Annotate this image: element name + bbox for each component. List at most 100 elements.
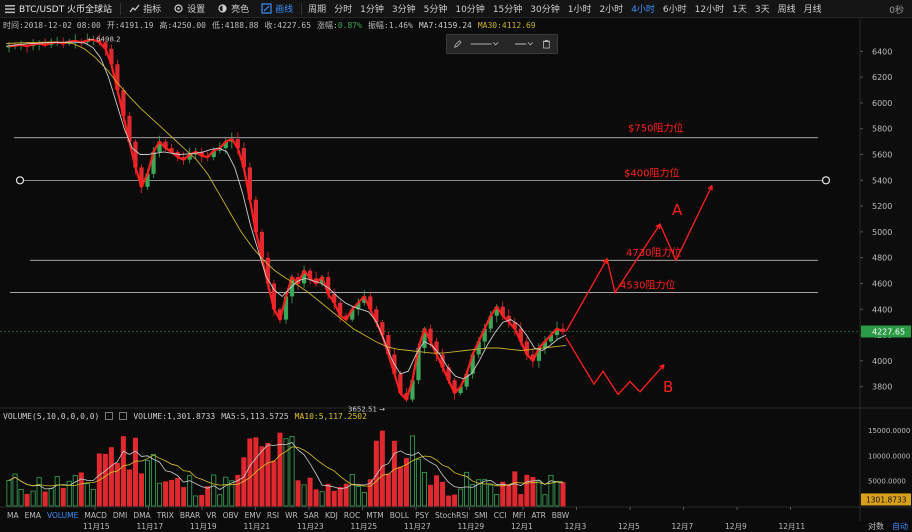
period-option[interactable]: 6小时 xyxy=(662,5,687,15)
indicator-tab[interactable]: TRIX xyxy=(156,510,174,520)
indicator-tab[interactable]: BRAR xyxy=(179,510,201,520)
volume-bar xyxy=(163,481,169,507)
scenario-b-path[interactable] xyxy=(565,337,665,396)
period-option[interactable]: 10分钟 xyxy=(455,5,485,15)
gear-icon xyxy=(174,4,183,13)
indicator-tab[interactable]: CCI xyxy=(493,510,507,520)
time-axis-label: 11月29 xyxy=(458,522,485,531)
candle-body xyxy=(103,42,108,49)
settings-button[interactable]: 设置 xyxy=(167,0,211,18)
indicator-tab[interactable]: ROC xyxy=(343,510,361,520)
info-ma7: MA7:4159.24 xyxy=(418,20,472,30)
indicator-tab[interactable]: WR xyxy=(285,510,298,520)
period-option[interactable]: 1小时 xyxy=(567,5,592,15)
scenario-b-label[interactable]: B xyxy=(663,378,673,396)
volume-bar xyxy=(78,472,84,507)
resistance-label[interactable]: 4530阻力位 xyxy=(620,279,675,292)
indicator-tab[interactable]: DMI xyxy=(112,510,128,520)
period-option[interactable]: 15分钟 xyxy=(492,5,523,15)
drawn-trend-path[interactable] xyxy=(8,38,564,401)
period-option[interactable]: 1天 xyxy=(732,5,747,15)
volume-close-icon[interactable] xyxy=(119,412,128,420)
time-axis-label: 11月23 xyxy=(297,522,324,531)
volume-bar xyxy=(325,483,331,507)
volume-bar xyxy=(199,494,205,507)
toolbar-divider xyxy=(301,2,303,15)
line-handle[interactable] xyxy=(821,176,831,185)
indicator-tab[interactable]: RSI xyxy=(266,510,280,520)
line-handle[interactable] xyxy=(15,176,25,185)
indicator-tab[interactable]: StochRSI xyxy=(434,510,469,520)
resistance-label[interactable]: $750阻力位 xyxy=(628,121,683,134)
volume-bar xyxy=(452,494,458,507)
time-axis-label: 12月11 xyxy=(779,522,806,531)
volume-bar xyxy=(434,475,440,507)
scenario-a-path[interactable] xyxy=(565,185,713,332)
indicator-tab[interactable]: MACD xyxy=(84,510,107,520)
volume-bar xyxy=(470,484,476,507)
indicator-tab[interactable]: MTM xyxy=(366,510,384,520)
indicator-tab[interactable]: PSY xyxy=(415,510,429,520)
info-amplitude: 振幅:1.46% xyxy=(367,20,413,30)
volume-settings-icon[interactable] xyxy=(105,412,114,420)
scenario-a-label[interactable]: A xyxy=(672,201,683,219)
indicator-tab[interactable]: SMI xyxy=(474,510,488,520)
ohlc-info-bar: 时间:2018-12-02 08:00 开:4191.19 高:4250.00 … xyxy=(0,18,860,32)
volume-bar xyxy=(259,446,265,507)
period-option[interactable]: 月线 xyxy=(803,5,822,15)
indicator-tab[interactable]: EMV xyxy=(244,510,261,520)
indicator-tab[interactable]: VOLUME xyxy=(46,510,79,520)
period-option[interactable]: 周线 xyxy=(777,5,796,15)
period-option[interactable]: 分时 xyxy=(334,5,353,15)
candle-body xyxy=(235,139,240,149)
volume-bar xyxy=(187,475,193,507)
indicator-tab[interactable]: BBW xyxy=(551,510,570,520)
indicator-tab[interactable]: ATR xyxy=(531,510,546,520)
volume-bar xyxy=(337,486,343,507)
candle-body xyxy=(127,115,132,142)
trash-icon[interactable] xyxy=(542,38,551,50)
volume-bar xyxy=(554,481,560,507)
line-style-dropdown-icon[interactable] xyxy=(469,39,509,49)
volume-bar xyxy=(175,477,181,507)
indicator-tab[interactable]: SAR xyxy=(303,510,319,520)
period-option[interactable]: 3分钟 xyxy=(391,5,416,15)
volume-bar xyxy=(373,440,379,507)
volume-bar xyxy=(560,482,566,507)
indicator-button[interactable]: 指标 xyxy=(123,0,167,18)
candle-body xyxy=(121,90,126,116)
period-option[interactable]: 2小时 xyxy=(599,5,624,15)
volume-bar xyxy=(169,479,175,507)
indicator-tab[interactable]: DMA xyxy=(133,510,151,520)
period-option[interactable]: 4小时 xyxy=(631,5,655,15)
auto-scale-toggle[interactable]: 自动 xyxy=(892,522,908,531)
symbol-selector[interactable]: BTC/USDT 火币全球站 xyxy=(0,0,118,18)
candle-body xyxy=(380,322,385,336)
indicator-tab[interactable]: BOLL xyxy=(389,510,410,520)
indicator-tab[interactable]: KDJ xyxy=(324,510,338,520)
indicator-tab[interactable]: OBV xyxy=(222,510,239,520)
indicator-tab[interactable]: EMA xyxy=(24,510,41,520)
candle-body xyxy=(464,373,469,387)
draw-line-button[interactable]: 画线 xyxy=(255,0,299,18)
log-scale-toggle[interactable]: 对数 xyxy=(868,522,884,531)
pencil-icon[interactable] xyxy=(453,38,463,50)
candle-body xyxy=(283,296,289,320)
volume-bar xyxy=(536,480,542,507)
time-axis-label: 11月27 xyxy=(404,522,431,531)
volume-bar xyxy=(397,466,403,507)
indicator-tab[interactable]: VR xyxy=(206,510,217,520)
period-option[interactable]: 30分钟 xyxy=(530,5,560,15)
resistance-label[interactable]: 4730阻力位 xyxy=(626,246,681,259)
indicator-tab[interactable]: MFI xyxy=(512,510,526,520)
volume-bar xyxy=(403,458,409,507)
indicator-tab[interactable]: MA xyxy=(7,510,19,520)
resistance-label[interactable]: $400阻力位 xyxy=(624,166,679,179)
period-option[interactable]: 1分钟 xyxy=(360,5,384,15)
line-width-dropdown-icon[interactable] xyxy=(515,39,536,49)
period-option[interactable]: 12小时 xyxy=(694,5,725,15)
theme-button[interactable]: 亮色 xyxy=(211,0,255,18)
period-option[interactable]: 5分钟 xyxy=(423,5,448,15)
period-option[interactable]: 3天 xyxy=(754,5,770,15)
